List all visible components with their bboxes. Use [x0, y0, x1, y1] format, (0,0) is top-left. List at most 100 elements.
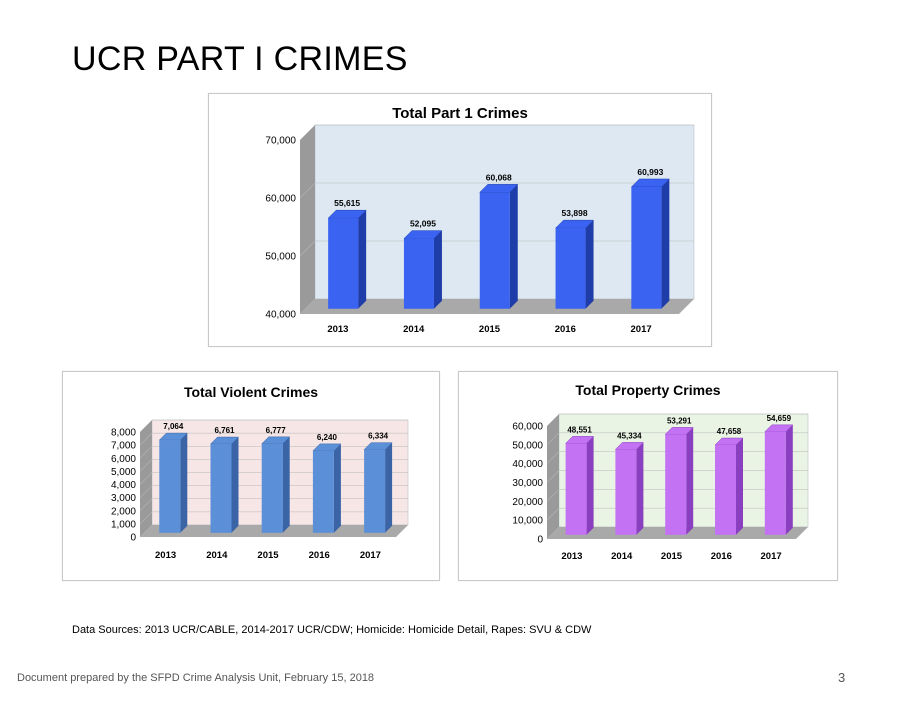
y-tick-label: 6,000 [111, 454, 136, 465]
y-tick-label: 3,000 [111, 493, 136, 504]
y-tick-label: 5,000 [111, 467, 136, 478]
x-tick-label: 2016 [711, 551, 732, 562]
bar-top [158, 432, 188, 441]
bar-side [358, 210, 367, 309]
y-tick-label: 30,000 [512, 478, 543, 489]
bar-data-label: 53,291 [667, 416, 692, 425]
bar-side [585, 220, 594, 309]
bar [479, 192, 510, 309]
chart-title: Total Violent Crimes [184, 384, 318, 400]
x-tick-label: 2013 [155, 550, 176, 561]
bar-top [614, 442, 645, 450]
total-property-chart-svg: Total Property Crimes 0 10,000 20,000 30,000… [512, 382, 809, 562]
y-tick-label: 40,000 [512, 459, 543, 470]
x-tick-label: 2013 [327, 324, 348, 335]
total-part1-chart-svg: Total Part 1 Crimes 40,000 50,000 60,000 70,… [265, 105, 695, 335]
bar [328, 218, 359, 309]
total-part1-chart: Total Part 1 Crimes 40,000 50,000 60,000 70,… [208, 93, 712, 347]
y-tick-label: 40,000 [265, 310, 296, 321]
bar [565, 443, 587, 535]
bar-data-label: 47,658 [717, 427, 742, 436]
total-violent-chart-svg: Total Violent Crimes 0 1,000 2,000 3,000 4,00… [111, 384, 409, 561]
bar [312, 450, 334, 533]
y-tick-label: 60,000 [512, 422, 543, 433]
bar-top [564, 436, 595, 444]
y-tick-label: 0 [130, 533, 136, 544]
footer-note: Document prepared by the SFPD Crime Anal… [17, 672, 375, 684]
x-tick-label: 2014 [403, 324, 425, 335]
bar-data-label: 60,068 [486, 172, 512, 182]
bar [665, 434, 687, 535]
y-tick-label: 70,000 [265, 136, 296, 147]
x-tick-label: 2017 [761, 551, 782, 562]
bar-side [686, 427, 694, 535]
bar-data-label: 45,334 [617, 431, 642, 440]
bar-side [433, 230, 442, 309]
bar-data-label: 7,064 [163, 422, 184, 431]
gridline-side [546, 470, 560, 483]
x-tick-label: 2016 [309, 550, 330, 561]
y-tick-label: 0 [537, 535, 543, 546]
bar-data-label: 6,240 [317, 433, 338, 442]
bar-side [661, 178, 670, 309]
bar-data-label: 53,898 [562, 208, 588, 218]
chart-side-wall [300, 125, 315, 314]
bar [159, 440, 181, 533]
bar-side [385, 442, 393, 533]
bar-side [509, 184, 518, 309]
gridline-side [546, 413, 560, 427]
y-tick-label: 8,000 [111, 428, 136, 439]
gridline-side [139, 459, 153, 472]
bar-data-label: 52,095 [410, 219, 436, 229]
x-tick-label: 2017 [360, 550, 381, 561]
bar-side [333, 443, 341, 533]
bar [210, 444, 232, 533]
y-tick-label: 50,000 [265, 252, 296, 263]
bar-side [231, 437, 239, 533]
page-number: 3 [838, 670, 846, 685]
bar [555, 228, 586, 309]
page-title: UCR PART I CRIMES [72, 40, 408, 78]
gridline-side [139, 472, 153, 485]
gridline-side [299, 124, 316, 141]
gridline-side [139, 419, 153, 433]
bar-top [312, 443, 342, 452]
bar-data-label: 6,334 [368, 432, 389, 441]
bar-data-label: 6,761 [214, 426, 235, 435]
bar-side [785, 424, 793, 535]
bar-side [282, 436, 290, 533]
bar-side [180, 433, 188, 533]
bar [764, 431, 786, 535]
x-tick-label: 2014 [206, 550, 228, 561]
bar [631, 186, 662, 309]
chart-title: Total Part 1 Crimes [392, 105, 528, 122]
y-tick-label: 20,000 [512, 497, 543, 508]
y-tick-label: 50,000 [512, 440, 543, 451]
y-tick-label: 1,000 [111, 519, 136, 530]
y-tick-label: 2,000 [111, 506, 136, 517]
x-tick-label: 2015 [661, 551, 683, 562]
bar-data-label: 48,551 [567, 425, 592, 434]
x-tick-label: 2017 [631, 324, 652, 335]
y-tick-label: 4,000 [111, 480, 136, 491]
chart-title: Total Property Crimes [575, 382, 720, 398]
y-tick-label: 10,000 [512, 516, 543, 527]
x-tick-label: 2015 [479, 324, 501, 335]
total-violent-chart: Total Violent Crimes 0 1,000 2,000 3,000 4,00… [62, 371, 440, 581]
bar [364, 449, 386, 533]
x-tick-label: 2014 [611, 551, 633, 562]
total-property-chart: Total Property Crimes 0 10,000 20,000 30,000… [458, 371, 838, 581]
bar-side [736, 438, 743, 535]
gridline-side [546, 507, 560, 521]
bar-data-label: 6,777 [266, 426, 287, 435]
bar-side [636, 442, 644, 535]
gridline-side [299, 240, 316, 257]
gridline-side [546, 451, 560, 464]
bar-data-label: 54,659 [767, 414, 792, 423]
gridline-side [299, 182, 316, 199]
x-tick-label: 2016 [555, 324, 576, 335]
bar [403, 238, 434, 309]
gridline-side [139, 432, 153, 446]
gridline-side [546, 489, 560, 502]
gridline-side [139, 485, 153, 498]
